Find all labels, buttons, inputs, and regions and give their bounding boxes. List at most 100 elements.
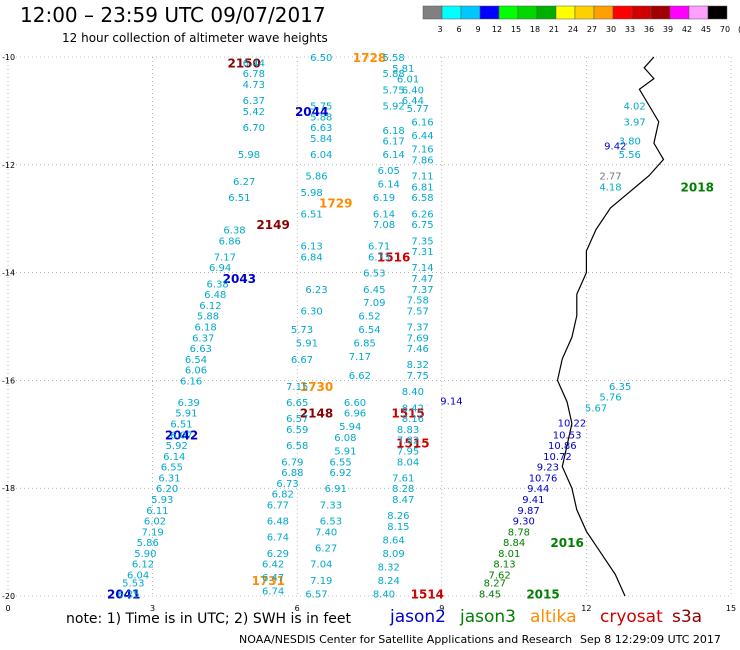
wave-height-value: 6.47 (262, 573, 284, 584)
wave-height-value: 6.51 (170, 420, 192, 431)
wave-height-value: 6.13 (301, 242, 323, 253)
wave-height-value: 6.37 (243, 96, 265, 107)
wave-height-value: 8.15 (387, 522, 409, 533)
legend-jason2: jason2 (390, 607, 446, 627)
wave-height-value: 5.76 (599, 393, 621, 404)
wave-height-value: 6.81 (411, 182, 433, 193)
wave-height-value: 10.76 (529, 473, 558, 484)
wave-height-value: 10.22 (558, 418, 587, 429)
wave-height-value: 7.33 (320, 500, 342, 511)
wave-height-value: 9.44 (527, 484, 549, 495)
wave-height-value: 6.06 (185, 366, 207, 377)
generated-timestamp: Sep 8 12:29:09 UTC 2017 (580, 633, 721, 646)
wave-height-value: 5.58 (382, 53, 404, 64)
wave-height-value: 6.31 (158, 473, 180, 484)
wave-height-value: 6.55 (329, 457, 351, 468)
wave-height-value: 6.38 (207, 279, 229, 290)
y-tick-label: -20 (2, 592, 15, 601)
wave-height-value: 6.54 (185, 355, 207, 366)
wave-height-value: 8.64 (382, 535, 404, 546)
wave-height-value: 7.09 (363, 298, 385, 309)
wave-height-value: 6.12 (199, 301, 221, 312)
wave-height-value: 5.91 (296, 339, 318, 350)
wave-height-value: 7.31 (411, 247, 433, 258)
wave-height-value: 6.42 (262, 560, 284, 571)
wave-height-value: 6.65 (286, 398, 308, 409)
wave-height-value: 6.04 (127, 570, 149, 581)
wave-height-value: 6.94 (209, 263, 231, 274)
wave-height-value: 7.75 (407, 371, 429, 382)
wave-height-value: 9.14 (440, 396, 462, 407)
wave-height-value: 6.77 (267, 500, 289, 511)
wave-height-value: 6.18 (382, 126, 404, 137)
wave-height-value: 6.74 (262, 587, 284, 598)
wave-height-value: 6.63 (190, 344, 212, 355)
x-tick-label: 15 (726, 604, 736, 613)
wave-height-value: 5.56 (619, 150, 641, 161)
wave-height-value: 6.18 (194, 323, 216, 334)
wave-height-value: 6.78 (243, 69, 265, 80)
wave-height-value: 8.78 (508, 527, 530, 538)
wave-height-value: 7.57 (407, 306, 429, 317)
chart-title: 12:00 – 23:59 UTC 09/07/2017 (20, 3, 326, 27)
x-tick-label: 6 (295, 604, 300, 613)
wave-height-value: 5.88 (310, 112, 332, 123)
wave-height-value: 6.79 (281, 457, 303, 468)
wave-height-value: 6.23 (305, 285, 327, 296)
wave-height-value: 6.14 (382, 150, 404, 161)
wave-height-value: 7.61 (392, 473, 414, 484)
wave-height-value: 7.37 (407, 323, 429, 334)
wave-height-value: 6.60 (344, 398, 366, 409)
wave-height-value: 7.35 (411, 236, 433, 247)
wave-height-value: 7.69 (407, 333, 429, 344)
wave-height-value: 6.85 (354, 339, 376, 350)
wave-height-value: 6.48 (204, 290, 226, 301)
wave-height-value: 5.90 (134, 549, 156, 560)
wave-height-value: 9.41 (522, 495, 544, 506)
wave-height-value: 5.98 (238, 150, 260, 161)
wave-height-value: 5.75 (310, 102, 332, 113)
wave-height-value: 6.25 (117, 589, 139, 600)
wave-height-value: 6.58 (286, 441, 308, 452)
wave-height-value: 7.17 (214, 252, 236, 263)
wave-height-value: 6.45 (363, 285, 385, 296)
y-tick-label: -12 (2, 161, 15, 170)
wave-height-value: 8.42 (402, 403, 424, 414)
wave-height-value: 2.77 (599, 172, 621, 183)
wave-height-value: 8.13 (493, 560, 515, 571)
wave-height-value: 6.35 (609, 382, 631, 393)
wave-height-value: 6.44 (411, 131, 433, 142)
wave-height-value: 6.48 (267, 517, 289, 528)
pass-time-label: 2041 (107, 587, 140, 601)
wave-height-value: 6.57 (305, 589, 327, 600)
wave-height-value: 6.17 (382, 137, 404, 148)
wave-height-value: 8.40 (402, 387, 424, 398)
wave-height-value: 6.59 (286, 425, 308, 436)
wave-height-value: 9.42 (604, 141, 626, 152)
wave-height-value: 8.32 (378, 562, 400, 573)
pass-time-label: 1516 (377, 250, 410, 264)
wave-height-value: 6.44 (402, 96, 424, 107)
footnote: note: 1) Time is in UTC; 2) SWH is in fe… (66, 611, 352, 627)
wave-height-value: 6.71 (368, 242, 390, 253)
chart-subtitle: 12 hour collection of altimeter wave hei… (62, 31, 328, 45)
wave-height-value: 5.98 (301, 188, 323, 199)
wave-height-value: 8.04 (397, 457, 419, 468)
wave-height-value: 3.97 (623, 118, 645, 129)
wave-height-value: 7.95 (397, 446, 419, 457)
legend-cryosat: cryosat (600, 607, 663, 627)
pass-time-label: 2042 (165, 428, 198, 442)
wave-height-value: 5.53 (122, 579, 144, 590)
wave-height-value: 8.84 (503, 538, 525, 549)
wave-height-value: 7.14 (411, 263, 433, 274)
wave-height-value: 7.15 (286, 382, 308, 393)
pass-time-label: 2148 (300, 407, 333, 421)
wave-height-value: 6.70 (243, 123, 265, 134)
wave-height-value: 6.37 (192, 333, 214, 344)
x-tick-label: 9 (439, 604, 444, 613)
wave-height-value: 8.40 (373, 589, 395, 600)
wave-height-value: 5.67 (585, 403, 607, 414)
wave-height-value: 6.14 (378, 180, 400, 191)
legend-jason3: jason3 (460, 607, 516, 627)
wave-height-value: 6.54 (358, 325, 380, 336)
